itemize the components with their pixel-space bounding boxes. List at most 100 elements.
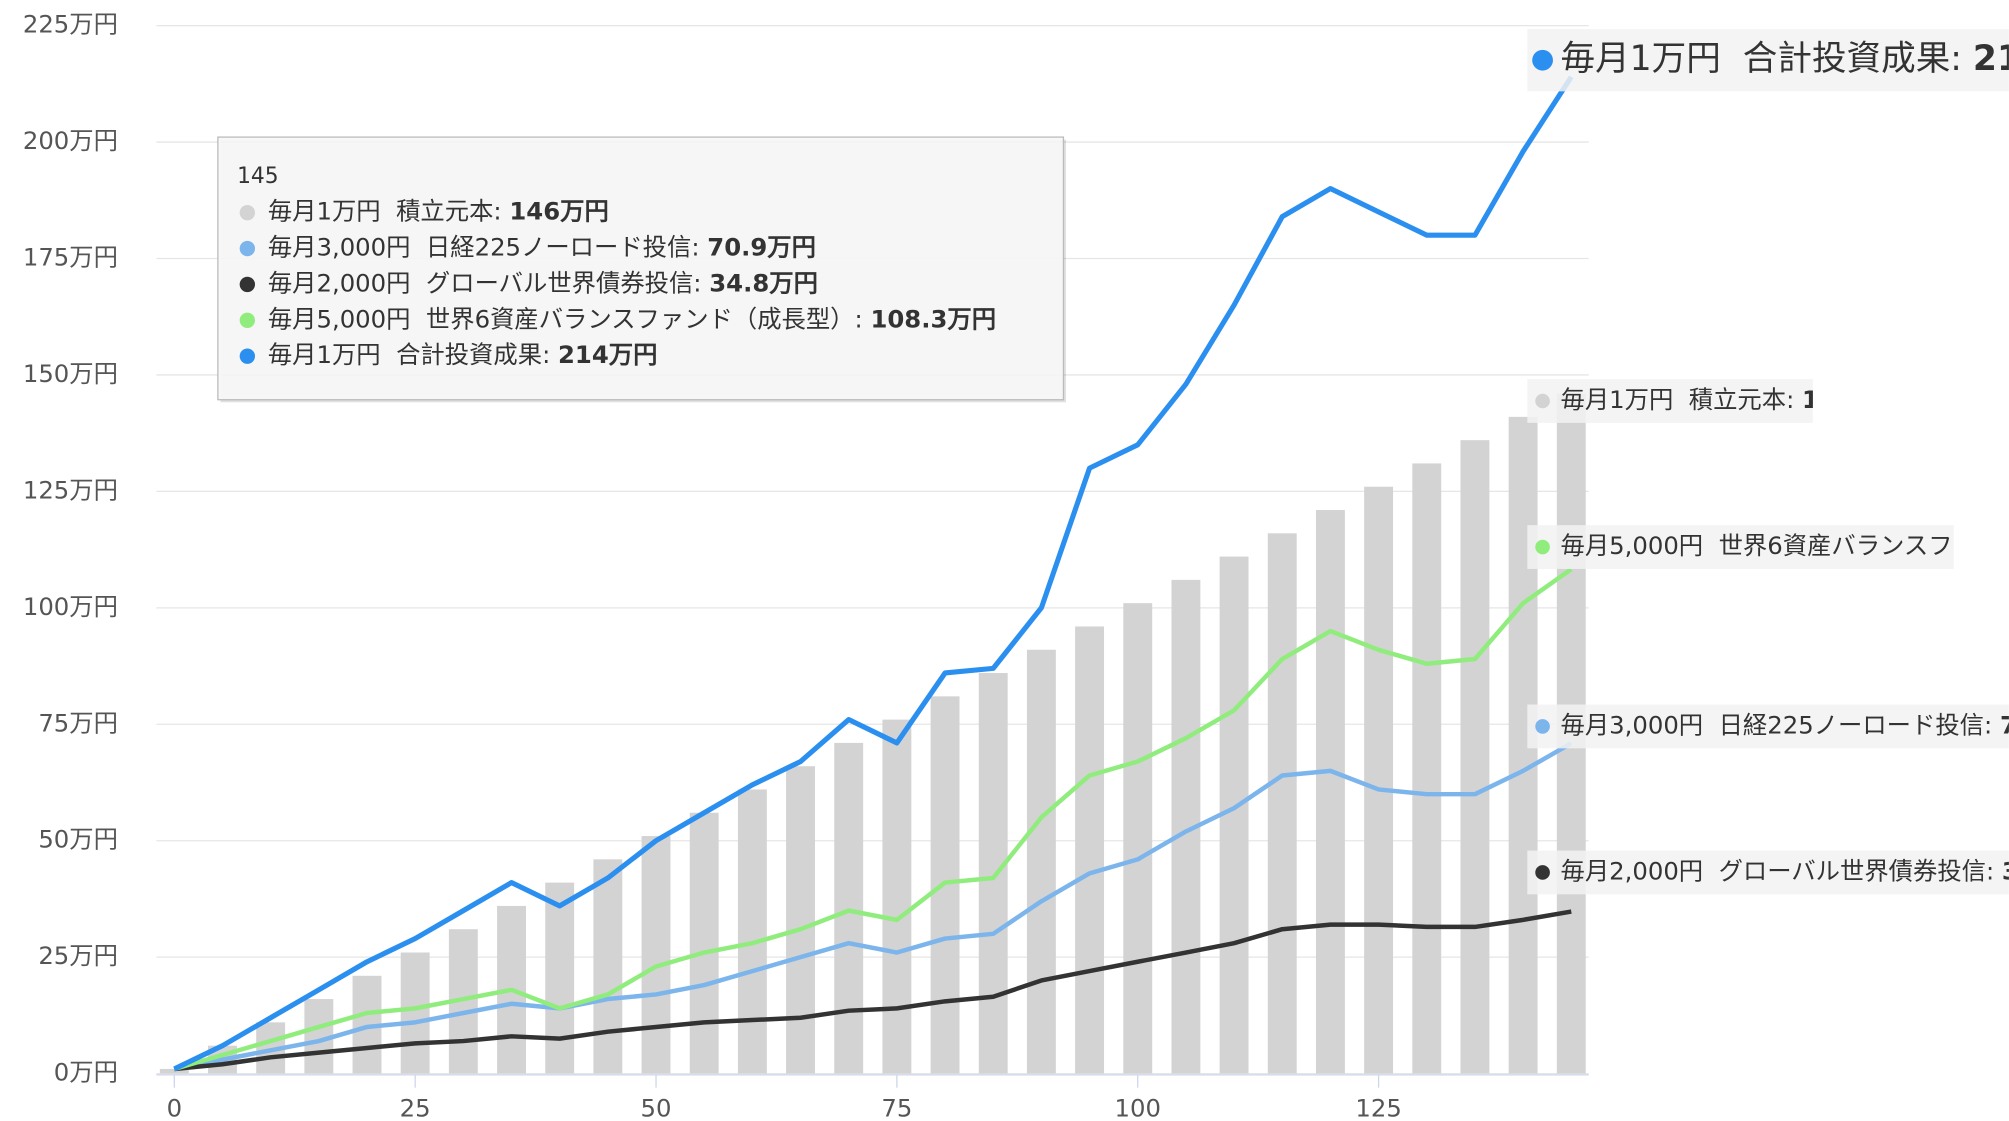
series-name: 毎月2,000円 グローバル世界債券投信 (268, 268, 693, 297)
series-line (174, 909, 1572, 1072)
y-tick-label: 125万円 (23, 475, 118, 504)
tooltip-dot (239, 348, 256, 364)
tooltip-dot (239, 312, 256, 328)
y-tick-label: 0万円 (54, 1058, 118, 1087)
tooltip-row: 毎月5,000円 世界6資産バランスファンド（成長型）: 108.3万円 (268, 304, 996, 333)
series-line (173, 75, 1574, 1072)
bar (400, 952, 430, 1074)
x-tick-label: 25 (400, 1093, 431, 1121)
x-tick-label: 0 (167, 1093, 182, 1121)
tooltip-value: 34.8万円 (709, 268, 818, 297)
series-name: 毎月2,000円 グローバル世界債券投信 (1561, 856, 1986, 885)
bar (689, 812, 719, 1074)
bar (1460, 440, 1490, 1074)
tooltip-dot (239, 276, 256, 293)
x-tick-label: 75 (881, 1093, 912, 1121)
bar (1267, 533, 1297, 1074)
tooltip-value: 214万円 (558, 340, 657, 369)
value-label: 146万円 (1802, 385, 1901, 414)
tooltip-row: 毎月1万円 合計投資成果: 214万円 (268, 340, 658, 369)
end-label-box (1527, 379, 1813, 423)
end-label-box (1527, 29, 2009, 92)
end-label: 毎月1万円 合計投資成果: 214万円 (1527, 29, 2009, 92)
end-label-text: 毎月2,000円 グローバル世界債券投信: 34.8万円 (1561, 856, 2009, 885)
end-label-text: 毎月3,000円 日経225ノーロード投信: 70.9万円 (1561, 710, 2009, 739)
series-name: 毎月3,000円 日経225ノーロード投信 (268, 233, 691, 262)
y-tick-label: 100万円 (23, 592, 118, 621)
separator: : (1984, 710, 2000, 739)
bar (1026, 649, 1056, 1074)
bar (1123, 603, 1153, 1074)
series-name: 毎月1万円 合計投資成果 (1561, 39, 1951, 79)
end-label-text: 毎月5,000円 世界6資産バランスファンド（成長型）: 108.3万円 (1561, 531, 2009, 560)
bar (786, 766, 815, 1074)
y-tick-label: 200万円 (23, 126, 118, 155)
end-label: 毎月1万円 積立元本: 146万円 (1527, 379, 1902, 423)
bar (545, 882, 575, 1074)
separator: : (855, 304, 871, 333)
separator: : (542, 340, 558, 369)
end-label-text: 毎月1万円 積立元本: 146万円 (1561, 385, 1902, 414)
bar (1075, 626, 1105, 1074)
separator: : (693, 268, 709, 297)
tooltip-box (217, 136, 1065, 401)
x-tick-label: 125 (1355, 1093, 1401, 1121)
y-tick-label: 25万円 (38, 941, 118, 970)
end-label-text: 毎月1万円 合計投資成果: 214万円 (1561, 39, 2009, 79)
tooltip-row: 毎月1万円 積立元本: 146万円 (268, 197, 609, 226)
tooltip-dot (239, 240, 256, 257)
tooltip-row: 毎月2,000円 グローバル世界債券投信: 34.8万円 (268, 268, 818, 297)
value-label: 214万円 (1973, 39, 2009, 79)
bar (737, 789, 767, 1074)
separator: : (493, 197, 509, 226)
bar (1315, 510, 1345, 1074)
bar (834, 742, 864, 1074)
legend-dot (1535, 393, 1550, 409)
separator: : (691, 233, 707, 262)
tooltip-dot (239, 204, 256, 221)
x-tick-label: 50 (641, 1093, 672, 1121)
end-label: 毎月2,000円 グローバル世界債券投信: 34.8万円 (1527, 850, 2009, 895)
bar (159, 1068, 189, 1074)
bar (593, 859, 623, 1074)
series-name: 毎月5,000円 世界6資産バランスファンド（成長型） (268, 304, 855, 333)
y-tick-label: 75万円 (38, 708, 118, 737)
x-tick-label: 100 (1115, 1093, 1161, 1121)
series-name: 毎月5,000円 世界6資産バランスファンド（成長型） (1561, 531, 2009, 560)
value-label: 70.9万円 (2000, 710, 2009, 739)
bar (1412, 463, 1442, 1074)
bar (882, 719, 912, 1074)
series-name: 毎月1万円 積立元本 (268, 197, 494, 226)
separator: : (1786, 385, 1802, 414)
tooltip-value: 70.9万円 (707, 233, 816, 262)
bar (1364, 486, 1394, 1074)
end-label-box (1527, 704, 2009, 749)
tooltip-title: 145 (237, 164, 279, 189)
series-name: 毎月1万円 合計投資成果 (268, 340, 542, 369)
end-label: 毎月5,000円 世界6資産バランスファンド（成長型）: 108.3万円 (1527, 525, 2009, 569)
legend-dot (1535, 719, 1550, 734)
value-label: 34.8万円 (2002, 856, 2009, 885)
tooltip-row: 毎月3,000円 日経225ノーロード投信: 70.9万円 (268, 233, 816, 262)
series-name: 毎月3,000円 日経225ノーロード投信 (1561, 710, 1985, 739)
bar (978, 673, 1008, 1074)
tooltip-value: 146万円 (509, 197, 608, 226)
lines (173, 75, 1574, 1072)
end-label-box (1527, 850, 2009, 895)
tooltip-value: 108.3万円 (870, 304, 996, 333)
axes: 0万円 25万円 50万円 75万円 100万円 125万円 150万円 175万円 200万円… (23, 10, 1589, 1121)
legend-dot (1532, 49, 1553, 71)
legend-dot (1535, 865, 1550, 880)
legend-dot (1535, 539, 1550, 555)
end-label: 毎月3,000円 日経225ノーロード投信: 70.9万円 (1527, 704, 2009, 749)
series-name: 毎月1万円 積立元本 (1561, 385, 1787, 414)
y-tick-label: 225万円 (23, 10, 118, 39)
y-tick-label: 175万円 (23, 243, 118, 272)
series-line (173, 567, 1573, 1072)
bar (641, 836, 671, 1074)
separator: : (1950, 39, 1973, 79)
